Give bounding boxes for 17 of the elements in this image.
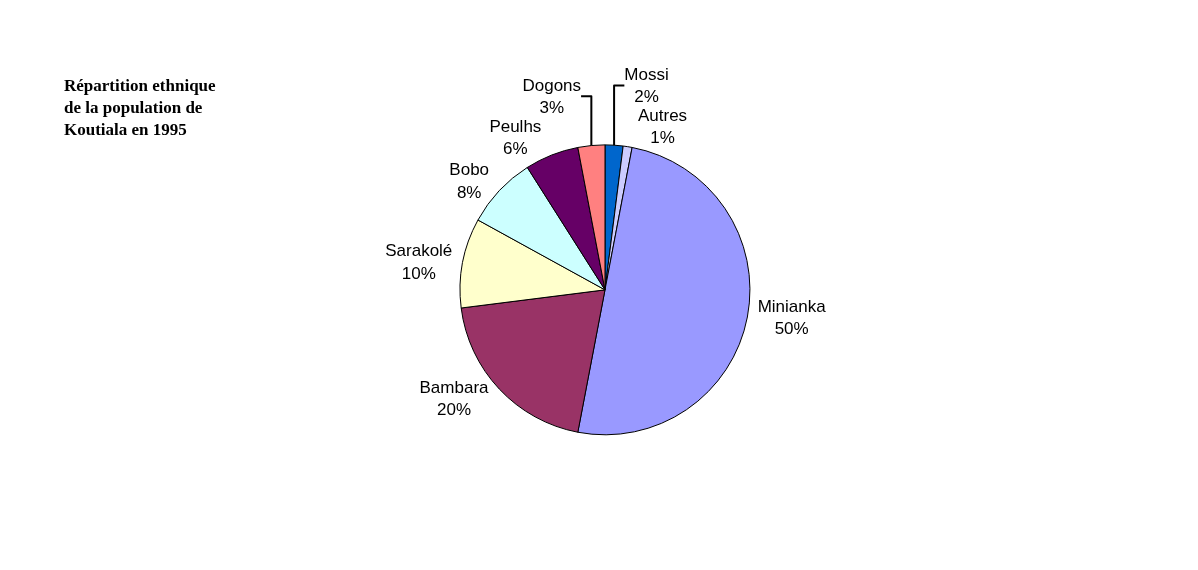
data-label: 50%: [774, 319, 809, 339]
text: Répartition ethnique de la population de Koutiala en 1995: [64, 76, 217, 140]
data-label: 8%: [456, 182, 482, 202]
data-label: 1%: [650, 128, 675, 148]
slice-label: Dogons: [522, 75, 582, 95]
data-label: 3%: [539, 97, 565, 117]
slice-label: Autres: [637, 106, 688, 126]
data-label: 6%: [503, 138, 528, 158]
slice-label: Bambara: [419, 378, 490, 398]
slice-label: Peulhs: [489, 116, 542, 136]
data-label: 2%: [634, 87, 659, 107]
data-label: 20%: [437, 400, 472, 420]
slice-label: Sarakolé: [385, 241, 453, 261]
slice-label: Minianka: [757, 297, 827, 317]
slice-label: Bobo: [449, 160, 490, 180]
data-label: 10%: [401, 263, 436, 283]
slice-label: Mossi: [624, 64, 669, 84]
